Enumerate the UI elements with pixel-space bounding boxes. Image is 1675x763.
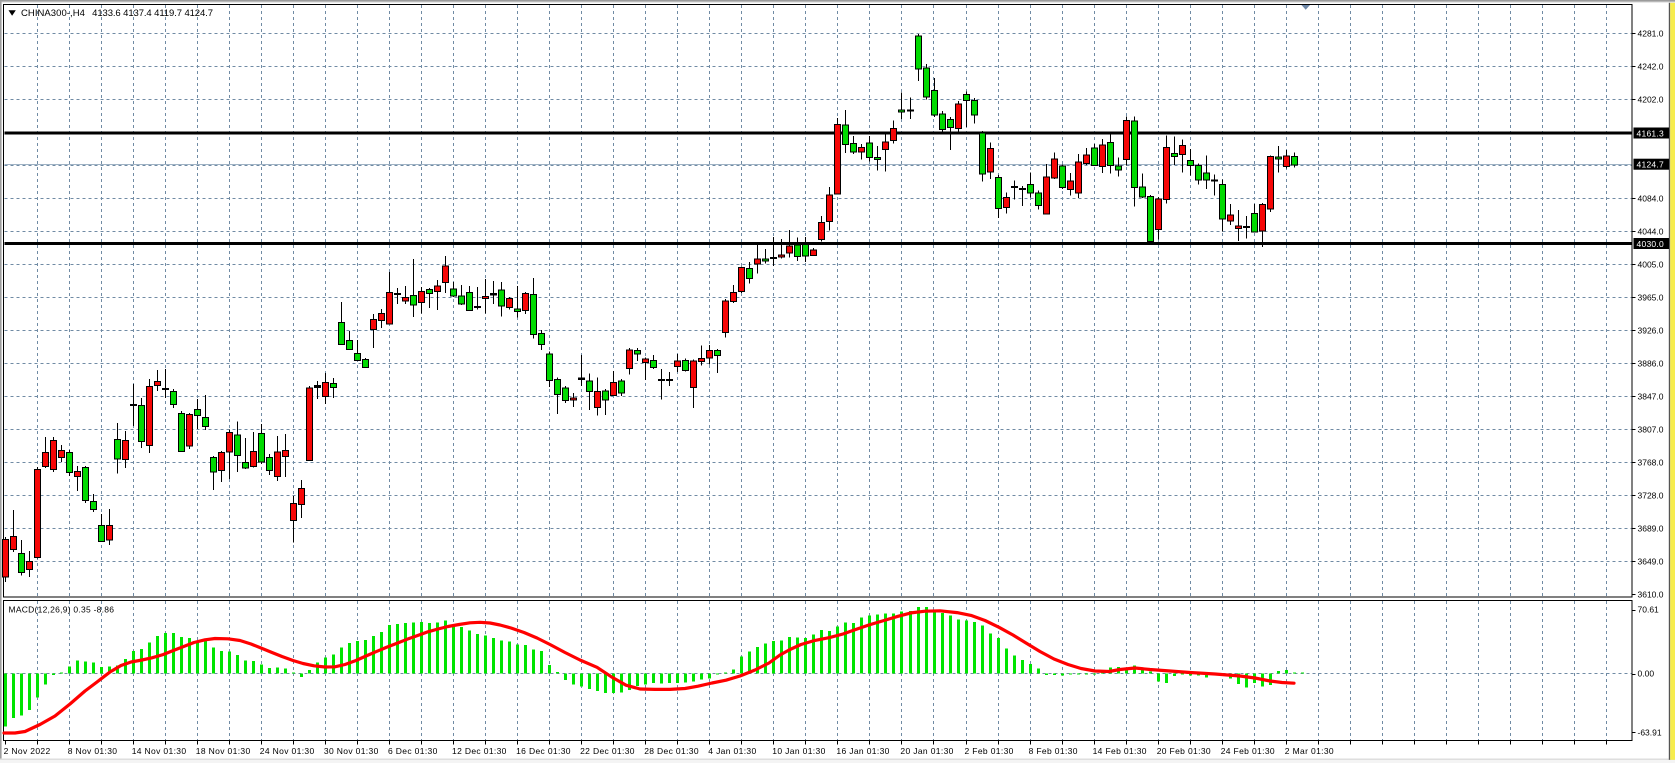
svg-text:3807.0: 3807.0: [1638, 425, 1664, 435]
svg-text:12 Dec 01:30: 12 Dec 01:30: [452, 746, 507, 756]
svg-text:16 Dec 01:30: 16 Dec 01:30: [516, 746, 571, 756]
svg-text:14 Feb 01:30: 14 Feb 01:30: [1093, 746, 1147, 756]
svg-text:3886.0: 3886.0: [1638, 359, 1664, 369]
svg-text:3926.0: 3926.0: [1638, 326, 1664, 336]
svg-text:6 Dec 01:30: 6 Dec 01:30: [388, 746, 438, 756]
svg-text:3728.0: 3728.0: [1638, 491, 1664, 501]
svg-text:20 Feb 01:30: 20 Feb 01:30: [1157, 746, 1211, 756]
svg-text:4242.0: 4242.0: [1638, 62, 1664, 72]
svg-text:4044.0: 4044.0: [1638, 227, 1664, 237]
svg-text:8 Feb 01:30: 8 Feb 01:30: [1029, 746, 1078, 756]
svg-text:30 Nov 01:30: 30 Nov 01:30: [324, 746, 379, 756]
svg-text:4202.0: 4202.0: [1638, 95, 1664, 105]
svg-text:20 Jan 01:30: 20 Jan 01:30: [900, 746, 953, 756]
svg-text:2 Nov 2022: 2 Nov 2022: [4, 746, 51, 756]
svg-text:4124.7: 4124.7: [1637, 160, 1665, 170]
svg-text:4030.0: 4030.0: [1637, 239, 1665, 249]
svg-text:2 Feb 01:30: 2 Feb 01:30: [965, 746, 1014, 756]
svg-text:10 Jan 01:30: 10 Jan 01:30: [772, 746, 825, 756]
svg-text:18 Nov 01:30: 18 Nov 01:30: [196, 746, 251, 756]
svg-text:14 Nov 01:30: 14 Nov 01:30: [132, 746, 187, 756]
svg-text:3649.0: 3649.0: [1638, 557, 1664, 567]
svg-text:-63.91: -63.91: [1638, 728, 1662, 738]
svg-text:3847.0: 3847.0: [1638, 392, 1664, 402]
svg-text:4281.0: 4281.0: [1638, 29, 1664, 39]
svg-text:3768.0: 3768.0: [1638, 458, 1664, 468]
svg-text:3689.0: 3689.0: [1638, 524, 1664, 534]
svg-text:16 Jan 01:30: 16 Jan 01:30: [836, 746, 889, 756]
svg-text:22 Dec 01:30: 22 Dec 01:30: [580, 746, 635, 756]
svg-text:4084.0: 4084.0: [1638, 194, 1664, 204]
svg-text:CHINA300-,H4 4133.6 4137.4 41: CHINA300-,H4 4133.6 4137.4 4119.7 4124.7: [21, 8, 213, 19]
svg-text:MACD(12,26,9) 0.35 -8.86: MACD(12,26,9) 0.35 -8.86: [9, 605, 115, 615]
svg-text:3610.0: 3610.0: [1638, 590, 1664, 600]
svg-text:70.61: 70.61: [1638, 605, 1660, 615]
svg-text:4161.3: 4161.3: [1637, 128, 1665, 138]
svg-text:4 Jan 01:30: 4 Jan 01:30: [708, 746, 756, 756]
svg-text:8 Nov 01:30: 8 Nov 01:30: [68, 746, 118, 756]
svg-text:3965.0: 3965.0: [1638, 293, 1664, 303]
svg-text:4005.0: 4005.0: [1638, 260, 1664, 270]
svg-text:24 Nov 01:30: 24 Nov 01:30: [260, 746, 315, 756]
svg-text:28 Dec 01:30: 28 Dec 01:30: [644, 746, 699, 756]
svg-text:0.00: 0.00: [1638, 669, 1655, 679]
svg-text:2 Mar 01:30: 2 Mar 01:30: [1285, 746, 1334, 756]
svg-text:24 Feb 01:30: 24 Feb 01:30: [1221, 746, 1275, 756]
